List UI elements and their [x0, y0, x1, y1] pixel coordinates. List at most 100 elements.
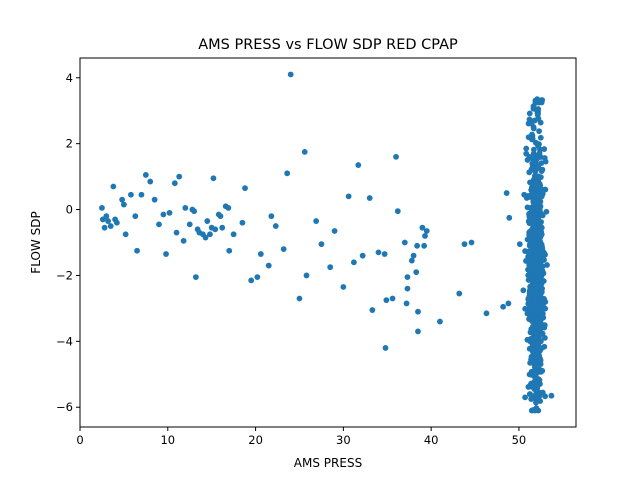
data-point — [119, 196, 126, 203]
data-point — [210, 175, 217, 182]
data-point — [408, 257, 415, 264]
data-point — [530, 222, 537, 229]
data-point — [522, 394, 528, 401]
data-point — [366, 195, 373, 201]
data-point — [532, 359, 539, 366]
data-point — [537, 347, 544, 354]
data-point — [524, 236, 531, 243]
data-point — [382, 345, 389, 351]
data-point — [419, 224, 426, 231]
data-point — [186, 221, 193, 228]
data-point — [415, 308, 421, 315]
data-point — [525, 134, 532, 141]
data-point — [520, 287, 527, 294]
data-point — [532, 315, 538, 321]
data-point — [226, 247, 233, 254]
data-point — [242, 185, 248, 192]
data-point — [483, 310, 490, 317]
data-point — [526, 242, 533, 249]
data-point — [526, 292, 533, 299]
data-point — [530, 180, 537, 187]
data-point — [105, 218, 111, 224]
data-point — [535, 142, 541, 149]
data-point — [313, 218, 320, 224]
data-point — [536, 150, 543, 157]
y-tick-label: 2 — [66, 137, 73, 151]
data-point — [531, 296, 538, 303]
data-point — [110, 183, 117, 190]
data-point — [147, 178, 154, 185]
data-point — [505, 300, 512, 307]
data-point — [383, 297, 390, 304]
data-point — [541, 334, 548, 341]
data-point — [522, 248, 529, 254]
data-point — [212, 226, 219, 233]
data-point — [151, 196, 158, 203]
data-point — [532, 199, 539, 206]
data-point — [527, 250, 534, 257]
data-point — [538, 303, 545, 310]
data-point — [403, 300, 410, 307]
data-point — [532, 350, 539, 357]
data-point — [531, 258, 537, 265]
data-point — [355, 162, 362, 168]
data-point — [525, 194, 532, 201]
data-point — [535, 182, 541, 189]
data-point — [272, 223, 279, 229]
data-point — [160, 211, 167, 218]
data-point — [535, 257, 542, 264]
data-point — [142, 172, 149, 178]
data-point — [534, 163, 541, 170]
data-point — [523, 145, 530, 152]
data-points — [99, 71, 555, 414]
data-point — [533, 399, 539, 406]
data-point — [500, 303, 507, 310]
chart-title: AMS PRESS vs FLOW SDP RED CPAP — [198, 37, 458, 53]
data-point — [537, 230, 543, 237]
data-point — [113, 219, 120, 226]
data-point — [468, 239, 475, 246]
data-point — [204, 218, 211, 224]
data-point — [533, 193, 540, 200]
data-point — [528, 396, 535, 402]
data-point — [503, 190, 510, 196]
data-point — [327, 264, 334, 271]
data-point — [535, 209, 542, 215]
data-point — [421, 242, 428, 249]
data-point — [101, 224, 108, 231]
data-point — [280, 246, 287, 252]
data-point — [531, 368, 538, 375]
data-point — [526, 260, 533, 267]
data-point — [128, 191, 134, 198]
x-tick-label: 40 — [424, 433, 439, 447]
data-point — [539, 367, 546, 374]
x-axis-label: AMS PRESS — [294, 456, 362, 470]
data-point — [410, 252, 417, 259]
data-point — [532, 168, 539, 175]
data-point — [516, 241, 523, 248]
data-point — [301, 148, 308, 155]
data-point — [414, 242, 421, 249]
data-point — [539, 166, 546, 173]
data-point — [156, 221, 162, 228]
data-point — [530, 330, 537, 336]
data-point — [350, 259, 357, 266]
data-point — [401, 239, 408, 246]
data-point — [345, 193, 352, 200]
y-tick-label: −6 — [56, 400, 73, 414]
data-point — [107, 223, 114, 229]
data-point — [437, 318, 443, 325]
data-point — [530, 341, 537, 348]
data-point — [207, 231, 213, 238]
data-point — [539, 187, 546, 194]
plot-frame — [79, 57, 577, 428]
data-point — [528, 356, 534, 363]
data-point — [525, 300, 532, 307]
data-point — [529, 212, 536, 219]
data-point — [413, 269, 420, 276]
data-point — [268, 213, 275, 220]
data-point — [180, 237, 187, 244]
data-point — [461, 241, 468, 248]
data-point — [239, 219, 246, 226]
